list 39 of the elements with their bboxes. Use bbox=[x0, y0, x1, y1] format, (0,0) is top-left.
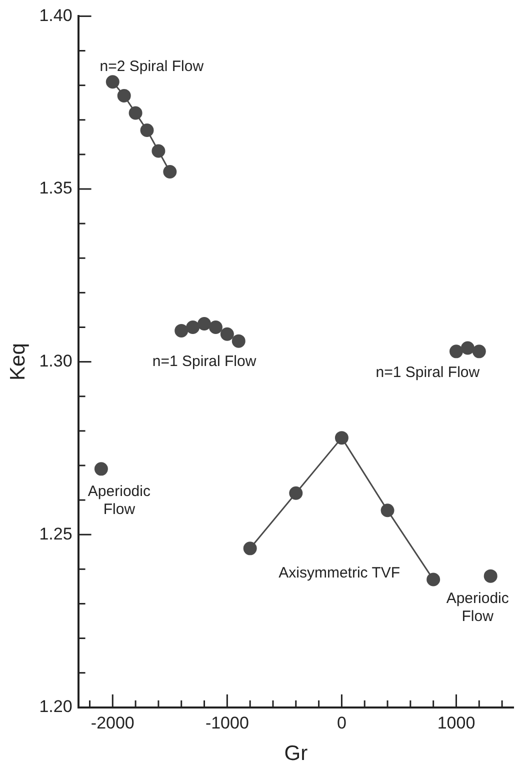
point bbox=[472, 344, 486, 358]
x-tick-label: 1000 bbox=[437, 713, 476, 732]
point bbox=[128, 106, 142, 120]
point bbox=[484, 569, 498, 583]
series-label: Aperiodic Flow bbox=[446, 590, 510, 626]
point bbox=[94, 462, 108, 476]
point bbox=[220, 327, 234, 341]
point bbox=[174, 324, 188, 338]
series-label: n=1 Spiral Flow bbox=[152, 352, 256, 370]
x-tick-label: 0 bbox=[336, 713, 346, 732]
point bbox=[106, 75, 120, 89]
series-label: n=2 Spiral Flow bbox=[100, 58, 204, 76]
point bbox=[334, 431, 348, 445]
point bbox=[186, 320, 200, 334]
y-tick-label: 1.30 bbox=[39, 351, 72, 370]
point bbox=[243, 542, 257, 556]
series-label: Axisymmetric TVF bbox=[278, 564, 400, 582]
y-tick-label: 1.35 bbox=[39, 178, 72, 198]
point bbox=[198, 317, 212, 331]
point bbox=[117, 88, 131, 102]
point bbox=[426, 572, 440, 586]
series-label: n=1 Spiral Flow bbox=[376, 364, 480, 382]
x-tick-label: -1000 bbox=[205, 713, 249, 732]
x-axis-title: Gr bbox=[284, 742, 308, 766]
y-tick-label: 1.40 bbox=[39, 6, 72, 25]
point bbox=[460, 341, 474, 355]
point bbox=[208, 320, 222, 334]
series-label: Aperiodic Flow bbox=[88, 483, 151, 518]
point bbox=[152, 144, 166, 158]
y-tick-label: 1.25 bbox=[39, 524, 72, 544]
point bbox=[140, 124, 154, 137]
point bbox=[163, 164, 177, 178]
point bbox=[449, 344, 463, 358]
y-tick-label: 1.20 bbox=[39, 697, 72, 716]
point bbox=[289, 486, 303, 500]
x-tick-label: -2000 bbox=[90, 713, 134, 732]
point bbox=[380, 504, 394, 518]
y-axis-title: Keq bbox=[6, 343, 30, 380]
point bbox=[232, 334, 246, 348]
